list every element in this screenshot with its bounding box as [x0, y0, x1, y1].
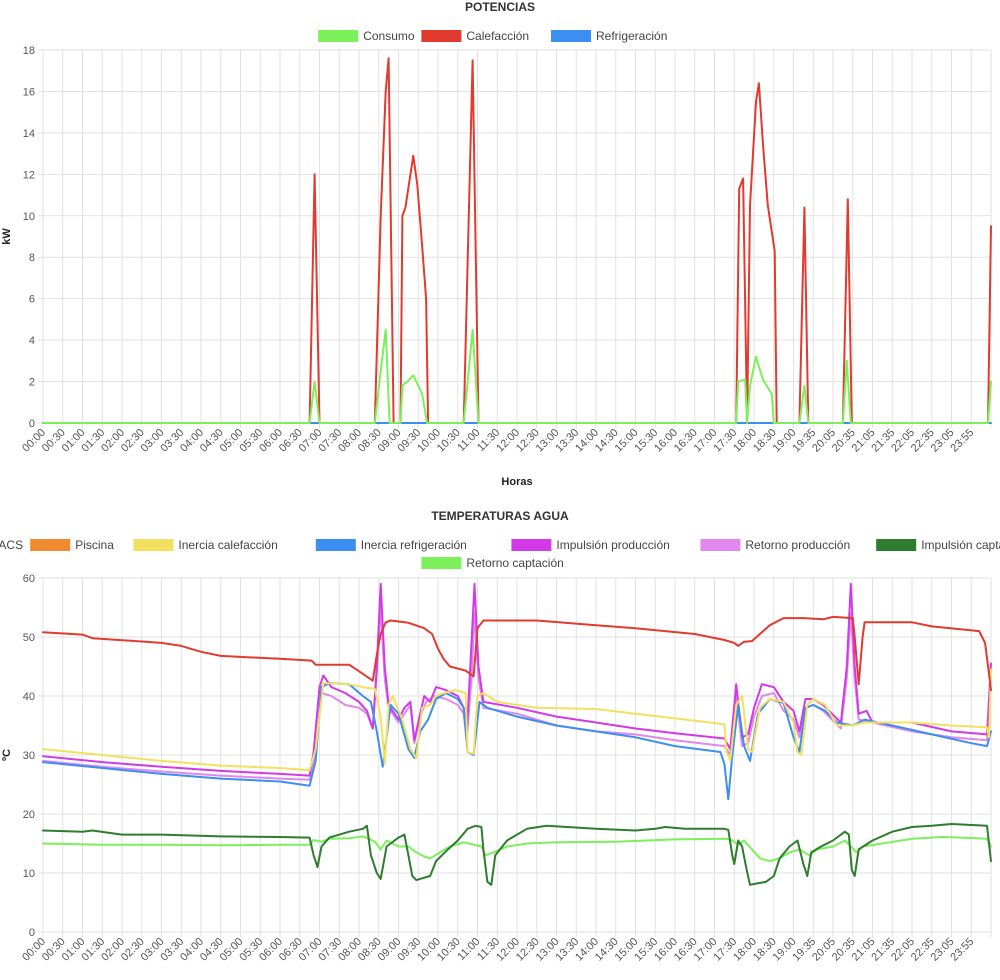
y-tick-label: 4	[29, 335, 35, 347]
chart-grid	[38, 577, 992, 937]
series-line	[42, 835, 992, 863]
legend-label: Refrigeración	[596, 29, 667, 43]
legend-swatch	[551, 30, 591, 42]
y-tick-label: 10	[23, 868, 35, 880]
x-tick-label: 10:30	[435, 936, 463, 964]
legend-label: Retorno producción	[745, 538, 850, 552]
y-tick-label: 20	[23, 809, 35, 821]
y-tick-label: 8	[29, 252, 35, 264]
series-line	[42, 582, 992, 777]
x-tick-label: 23:55	[948, 936, 976, 964]
legend-item[interactable]: Piscina	[30, 538, 114, 552]
y-tick-labels: 0 2 4 6 8 10 12 14 16 18	[23, 45, 35, 430]
x-axis-title: Horas	[501, 476, 532, 488]
y-tick-label: 0	[29, 927, 35, 939]
y-tick-label: 10	[23, 211, 35, 223]
x-tick-labels: 00:0000:3001:0001:3002:0002:3003:0003:30…	[20, 936, 976, 964]
legend-item[interactable]: Inercia refrigeración	[315, 538, 467, 552]
series-line	[42, 682, 992, 801]
y-tick-label: 18	[23, 45, 35, 57]
legend-label: ACS	[0, 538, 23, 552]
legend-swatch	[318, 30, 359, 42]
legend-item[interactable]: Calefacción	[421, 29, 529, 43]
legend-item[interactable]: ACS	[0, 538, 23, 552]
y-tick-label: 50	[23, 632, 35, 644]
legend-swatch	[30, 539, 71, 551]
chart-legend[interactable]: Consumo Calefacción Refrigeración	[318, 29, 667, 43]
legend-swatch	[511, 539, 552, 551]
legend-swatch	[876, 539, 917, 551]
legend-swatch	[315, 539, 356, 551]
x-tick-label: 10:30	[435, 427, 463, 455]
y-tick-label: 60	[23, 573, 35, 585]
legend-label: Calefacción	[466, 29, 529, 43]
legend-swatch	[421, 557, 462, 569]
legend-label: Piscina	[75, 538, 114, 552]
legend-swatch	[700, 539, 741, 551]
y-tick-label: 2	[29, 377, 35, 389]
series-line	[42, 328, 992, 424]
legend-label: Impulsión captación	[921, 538, 1000, 552]
y-tick-label: 0	[29, 418, 35, 430]
series-line	[42, 668, 992, 772]
legend-label: Inercia calefacción	[178, 538, 277, 552]
x-tick-label: 23:55	[948, 427, 976, 455]
series-line	[42, 823, 992, 886]
water-temperature-chart: TEMPERATURAS AGUA ACS Piscina Inercia cale…	[0, 509, 1000, 964]
y-tick-labels: 0 10 20 30 40 50 60	[23, 573, 35, 939]
y-tick-label: 12	[23, 169, 35, 181]
legend-item[interactable]: Refrigeración	[551, 29, 667, 43]
power-chart: POTENCIAS Consumo Calefacción Refrigeració…	[1, 0, 992, 488]
legend-item[interactable]: Consumo	[318, 29, 415, 43]
legend-label: Inercia refrigeración	[361, 538, 467, 552]
legend-item[interactable]: Inercia calefacción	[133, 538, 278, 552]
x-tick-labels: 00:0000:3001:0001:3002:0002:3003:0003:30…	[20, 427, 976, 455]
legend-label: Consumo	[363, 29, 415, 43]
legend-item[interactable]: Impulsión producción	[511, 538, 670, 552]
series-lines	[42, 57, 992, 424]
series-line	[42, 615, 992, 692]
legend-label: Retorno captación	[466, 556, 563, 570]
legend-swatch	[421, 30, 462, 42]
y-tick-label: 6	[29, 294, 35, 306]
y-tick-label: 40	[23, 691, 35, 703]
chart-legend[interactable]: ACS Piscina Inercia calefacción Inercia ref…	[0, 538, 1000, 570]
y-tick-label: 14	[23, 128, 35, 140]
y-axis-title: ºC	[1, 749, 13, 761]
chart-title: TEMPERATURAS AGUA	[431, 509, 569, 523]
legend-item[interactable]: Retorno producción	[700, 538, 850, 552]
y-axis-title: kW	[1, 228, 13, 245]
y-tick-label: 16	[23, 86, 35, 98]
legend-label: Impulsión producción	[556, 538, 669, 552]
legend-swatch	[133, 539, 174, 551]
legend-item[interactable]: Impulsión captación	[876, 538, 1000, 552]
legend-item[interactable]: Retorno captación	[421, 556, 564, 570]
chart-title: POTENCIAS	[465, 0, 535, 14]
series-lines	[42, 582, 992, 886]
y-tick-label: 30	[23, 750, 35, 762]
